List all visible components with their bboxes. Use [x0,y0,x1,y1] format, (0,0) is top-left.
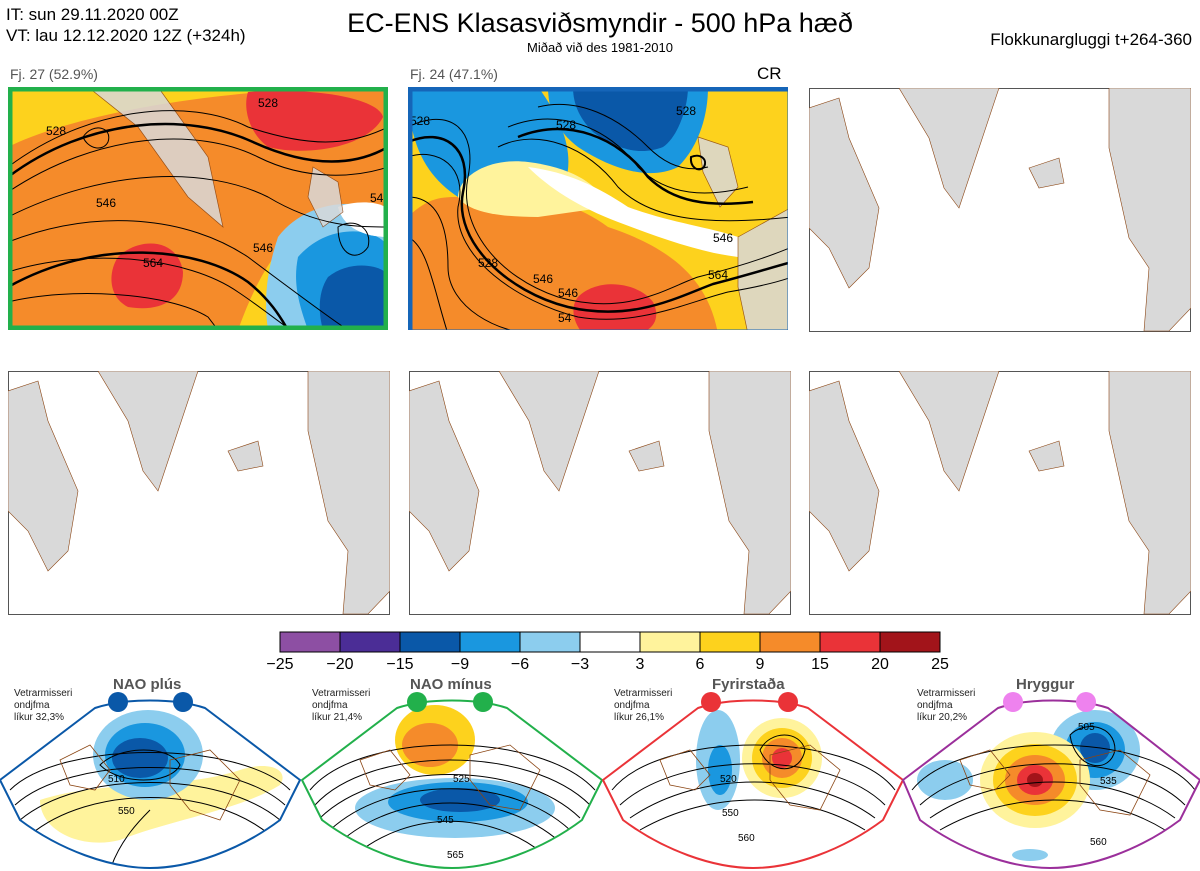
colorbar-tick-label: −25 [266,656,294,673]
contour-label: 546 [533,272,553,286]
clustering-window: Flokkunargluggi t+264-360 [990,30,1192,49]
contour-label: 550 [118,806,135,817]
contour-label: 525 [453,774,470,785]
contour-label: 560 [738,833,755,844]
empty-panel-6 [809,371,1191,615]
colorbar-tick-label: −15 [386,656,414,673]
cluster-2-type: CR [757,64,782,83]
regime-1-note: Vetrarmisseri ondjfma líkur 32,3% [14,688,73,723]
colorbar-swatch [519,631,581,653]
regime-2-marker [473,692,493,712]
regime-4-marker [1076,692,1096,712]
contour-label: 528 [410,114,430,128]
regime-1-marker [108,692,128,712]
colorbar-tick-label: −6 [510,656,530,673]
contour-label: 505 [1078,722,1095,733]
colorbar-tick-label: 20 [871,656,889,673]
colorbar-swatch [399,631,461,653]
regime-3-marker [778,692,798,712]
contour-label: 528 [676,104,696,118]
colorbar-swatch [279,631,341,653]
regime-2-marker [407,692,427,712]
contour-label: 546 [253,241,273,255]
cluster-1-label: Fj. 27 (52.9%) [10,66,98,82]
colorbar-tick-label: 9 [755,656,765,673]
page-title: EC-ENS Klasasviðsmyndir - 500 hPa hæð [347,8,853,38]
colorbar-tick-label: −3 [570,656,590,673]
colorbar-swatch [879,631,941,653]
contour-label: 528 [478,256,498,270]
regime-4-marker [1003,692,1023,712]
colorbar-swatch [639,631,701,653]
colorbar-swatch [699,631,761,653]
regime-maps: 510 550 525 545 565 [0,692,1200,870]
colorbar-tick-label: 3 [635,656,645,673]
valid-time: VT: lau 12.12.2020 12Z (+324h) [6,26,246,45]
regime-1-marker [173,692,193,712]
contour-label: 565 [447,850,464,861]
contour-label: 546 [713,231,733,245]
regime-3-title: Fyrirstaða [712,676,785,693]
empty-panel-4 [8,371,390,615]
colorbar-tick-label: −20 [326,656,354,673]
regime-2-title: NAO mínus [410,676,492,693]
regime-1-map [0,700,300,868]
header-times: IT: sun 29.11.2020 00Z VT: lau 12.12.202… [6,4,246,46]
contour-label: 560 [1090,837,1107,848]
regime-4-map [903,700,1200,868]
colorbar-tick-label: 6 [695,656,705,673]
initial-time: IT: sun 29.11.2020 00Z [6,5,179,24]
contour-label: 528 [46,124,66,138]
contour-label: 545 [437,815,454,826]
colorbar-tick-label: 15 [811,656,829,673]
regime-2-map [302,700,602,868]
colorbar-swatch [579,631,641,653]
colorbar-tick-label: −9 [450,656,470,673]
page-subtitle: Miðað við des 1981-2010 [527,40,673,55]
contour-label: 54 [558,311,572,325]
contour-label: 564 [143,256,163,270]
empty-panel-5 [409,371,791,615]
colorbar [279,631,941,653]
regime-2-note: Vetrarmisseri ondjfma líkur 21,4% [312,688,371,723]
contour-label: 528 [258,96,278,110]
colorbar-swatch [339,631,401,653]
cluster-2-map: 528 528 528 546 528 546 564 546 54 [408,87,788,330]
regime-4-title: Hryggur [1016,676,1075,693]
cluster-2-label: Fj. 24 (47.1%) [410,66,498,82]
contour-label: 535 [1100,776,1117,787]
colorbar-swatch [819,631,881,653]
contour-label: 546 [558,286,578,300]
contour-label: 510 [108,774,125,785]
colorbar-tick-label: 25 [931,656,949,673]
regime-3-note: Vetrarmisseri ondjfma líkur 26,1% [614,688,673,723]
contour-label: 546 [96,196,116,210]
regime-4-note: Vetrarmisseri ondjfma líkur 20,2% [917,688,976,723]
regime-1-title: NAO plús [113,676,182,693]
colorbar-swatch [459,631,521,653]
regime-3-marker [701,692,721,712]
cluster-1-map: 528 528 546 546 564 546 [8,87,388,330]
contour-label: 564 [708,268,728,282]
colorbar-swatch [759,631,821,653]
contour-label: 528 [556,118,576,132]
empty-panel-3 [809,88,1191,332]
contour-label: 520 [720,774,737,785]
contour-label: 550 [722,808,739,819]
